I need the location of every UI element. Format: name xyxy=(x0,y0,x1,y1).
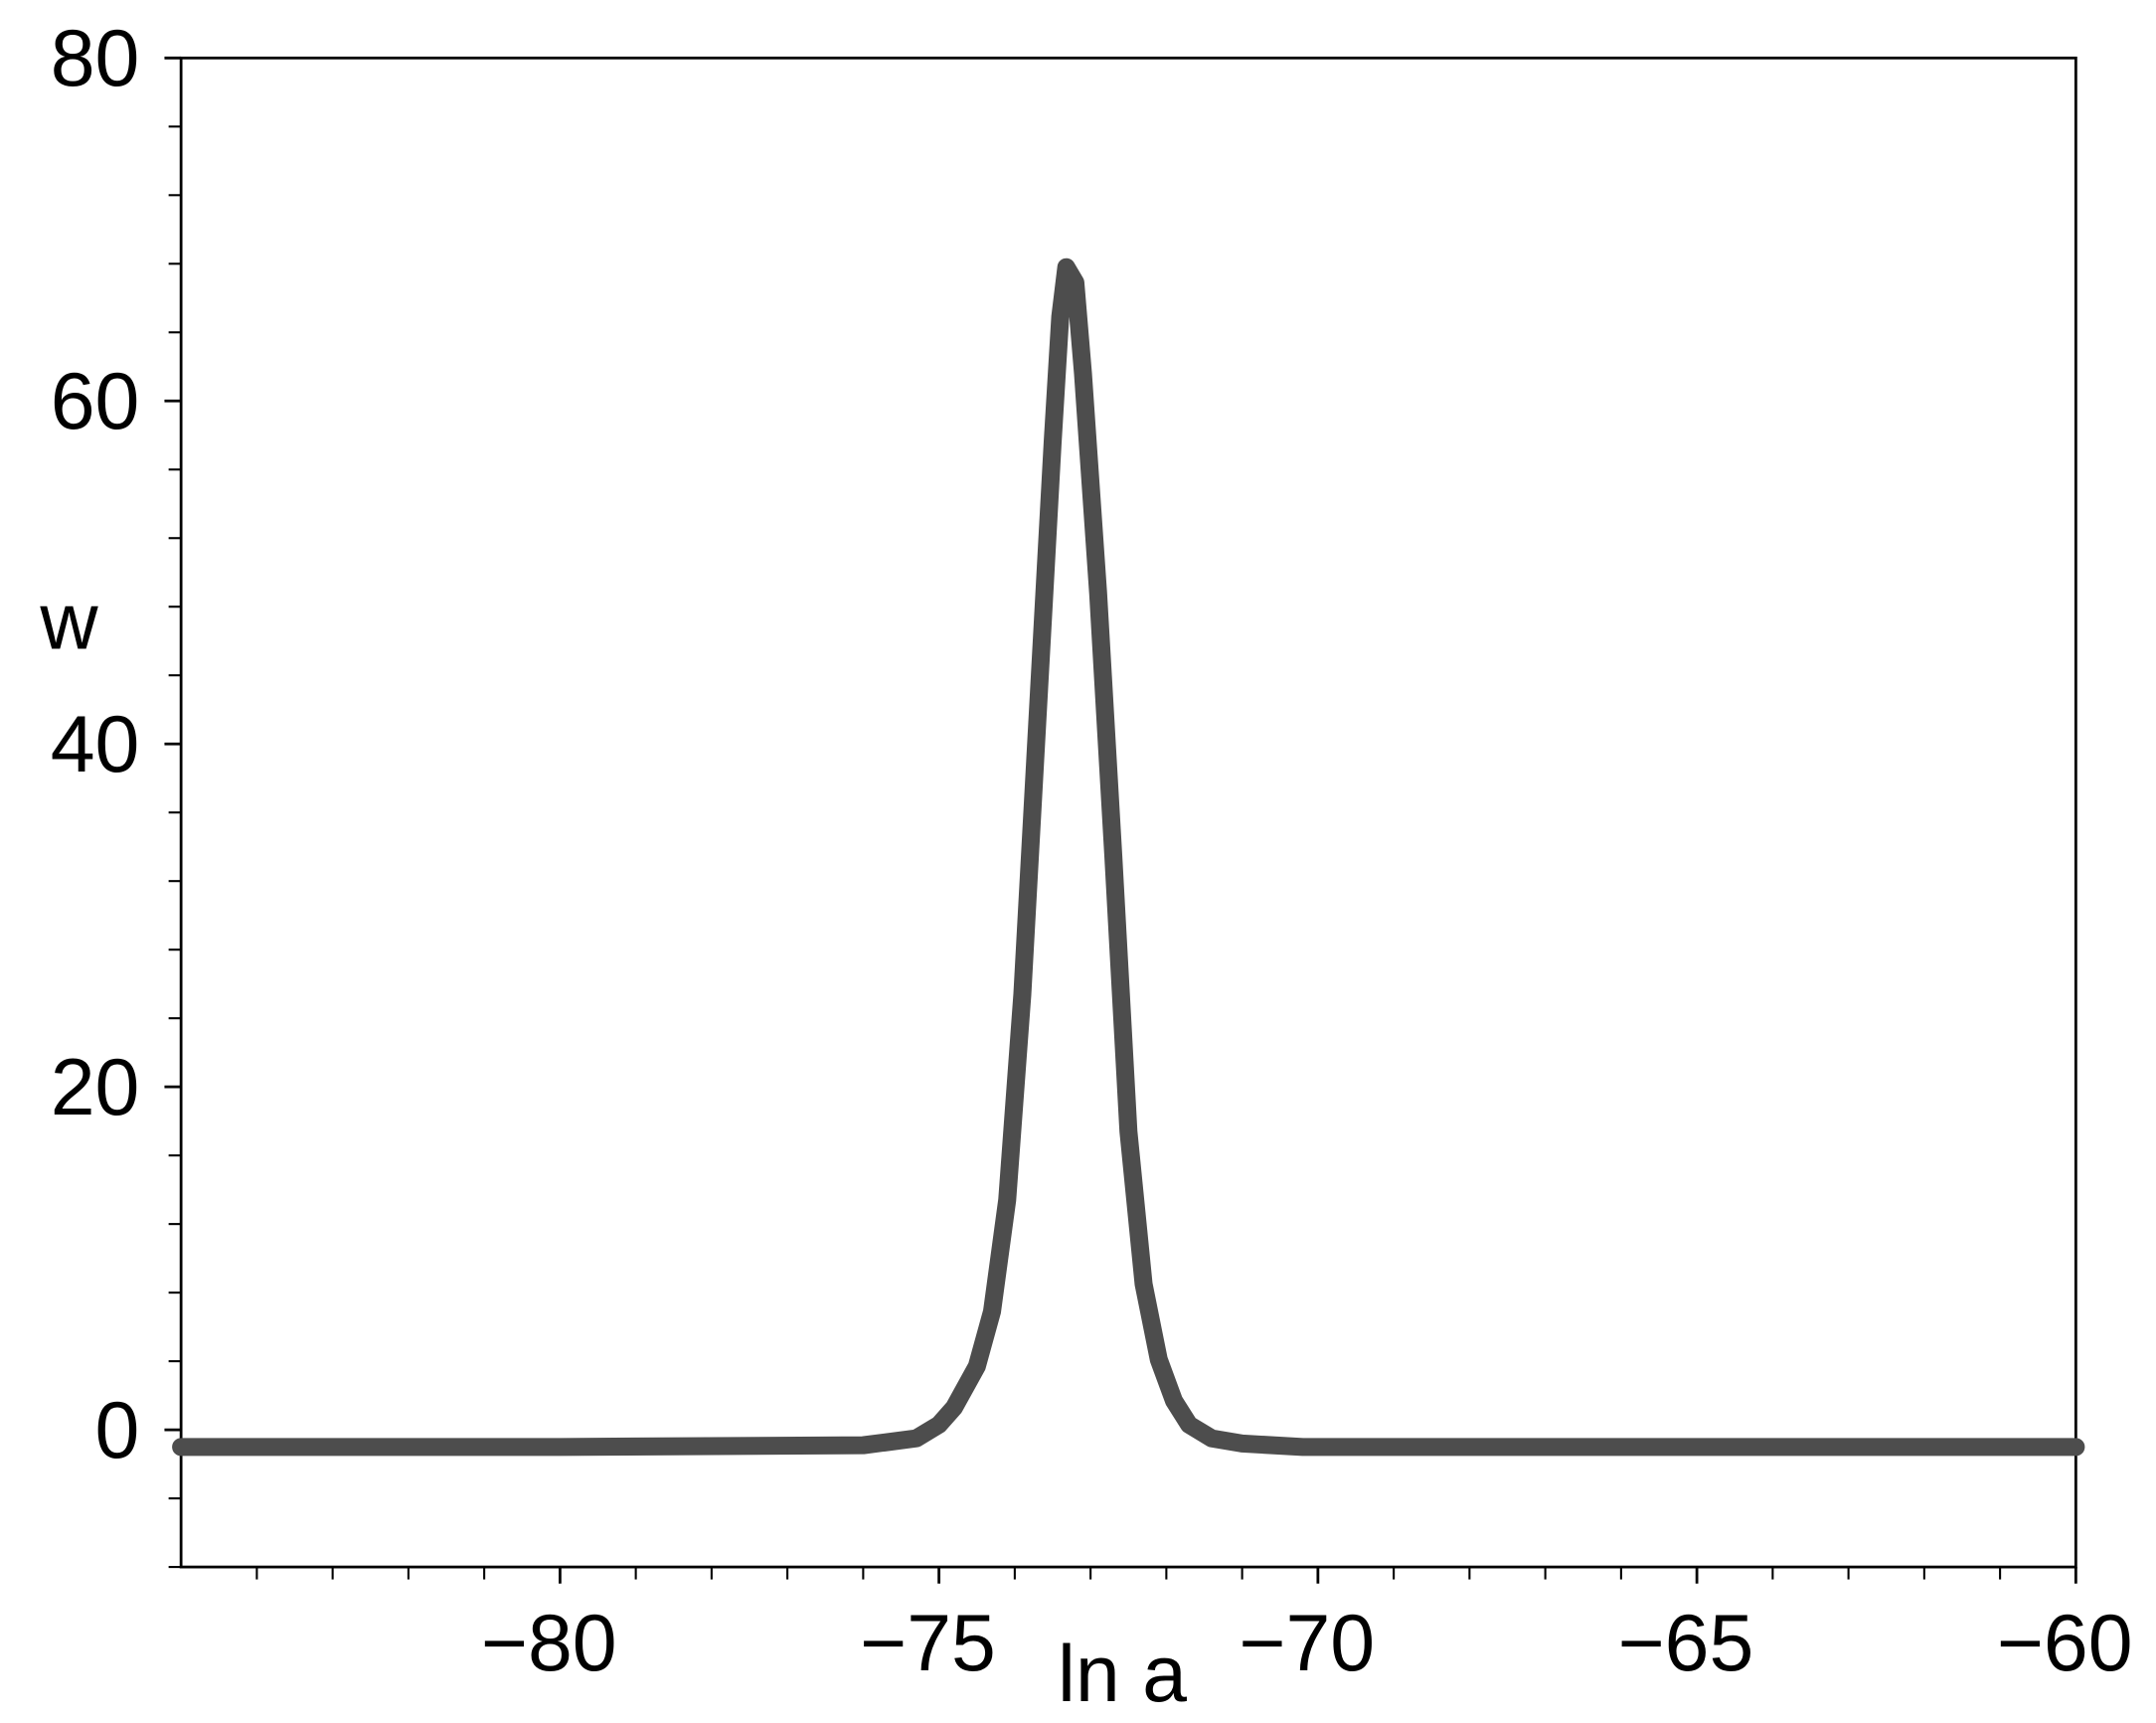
y-tick-label: 40 xyxy=(51,700,140,789)
y-tick-label: 80 xyxy=(51,14,140,103)
plot-frame xyxy=(179,56,2077,1569)
x-tick-label: −60 xyxy=(1997,1599,2133,1688)
x-axis-label: ln a xyxy=(1058,1630,1187,1719)
x-tick-label: −65 xyxy=(1618,1599,1754,1688)
y-tick-label: 20 xyxy=(51,1043,140,1132)
x-tick-label: −80 xyxy=(481,1599,617,1688)
x-tick-label: −75 xyxy=(860,1599,996,1688)
line-series xyxy=(172,258,2085,1457)
y-tick-label: 60 xyxy=(51,357,140,446)
x-tick-label: −70 xyxy=(1239,1599,1375,1688)
y-tick-label: 0 xyxy=(95,1386,140,1475)
y-axis-label: w xyxy=(39,578,98,667)
